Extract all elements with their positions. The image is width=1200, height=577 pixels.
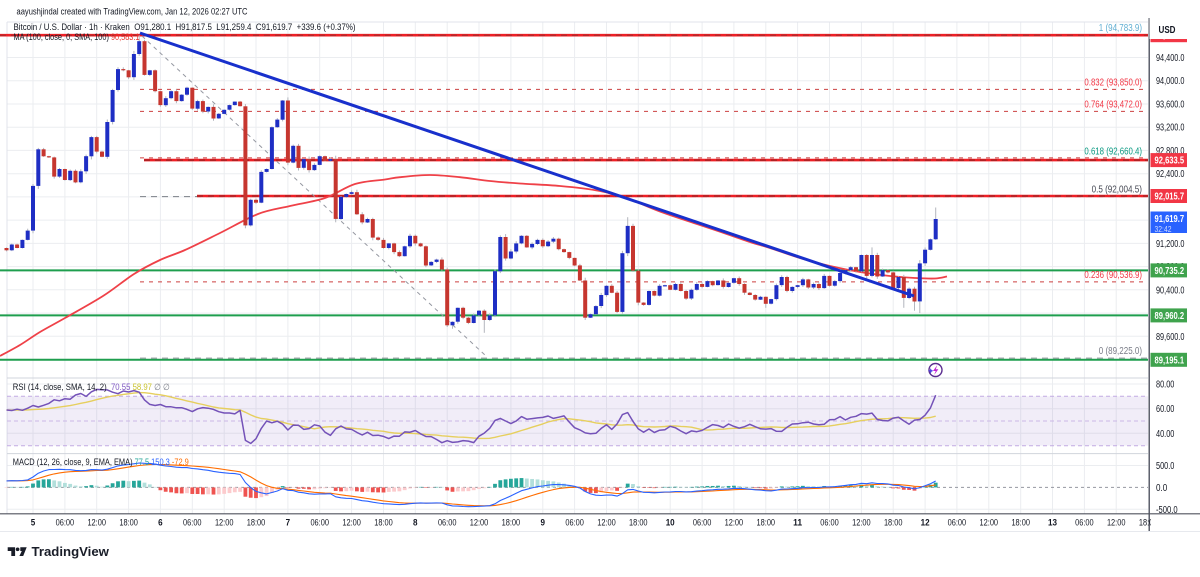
svg-text:93,200.0: 93,200.0 bbox=[1156, 123, 1185, 134]
svg-text:06:00: 06:00 bbox=[948, 518, 967, 529]
svg-text:91,619.7: 91,619.7 bbox=[1155, 214, 1185, 225]
svg-text:12:00: 12:00 bbox=[597, 518, 616, 529]
svg-text:18:00: 18:00 bbox=[1011, 518, 1030, 529]
svg-text:12:00: 12:00 bbox=[342, 518, 361, 529]
svg-text:10: 10 bbox=[666, 518, 675, 529]
svg-text:18:00: 18:00 bbox=[629, 518, 648, 529]
svg-text:Bitcoin / U.S. Dollar · 1h · K: Bitcoin / U.S. Dollar · 1h · Kraken O91,… bbox=[14, 22, 356, 32]
svg-text:18:00: 18:00 bbox=[1139, 518, 1158, 529]
svg-text:11: 11 bbox=[793, 518, 803, 529]
svg-text:12:00: 12:00 bbox=[1107, 518, 1126, 529]
svg-text:18:00: 18:00 bbox=[119, 518, 138, 529]
svg-text:92,400.0: 92,400.0 bbox=[1156, 169, 1185, 180]
svg-text:06:00: 06:00 bbox=[183, 518, 202, 529]
svg-text:89,600.0: 89,600.0 bbox=[1156, 332, 1185, 343]
svg-text:06:00: 06:00 bbox=[820, 518, 839, 529]
svg-text:40.00: 40.00 bbox=[1156, 429, 1175, 440]
svg-text:12:00: 12:00 bbox=[725, 518, 744, 529]
svg-text:9: 9 bbox=[541, 518, 546, 529]
svg-text:80.00: 80.00 bbox=[1156, 380, 1175, 391]
svg-text:8: 8 bbox=[413, 518, 418, 529]
svg-text:12:00: 12:00 bbox=[215, 518, 234, 529]
svg-text:89,960.2: 89,960.2 bbox=[1155, 311, 1185, 322]
svg-text:06:00: 06:00 bbox=[438, 518, 457, 529]
svg-text:06:00: 06:00 bbox=[56, 518, 75, 529]
svg-text:12:00: 12:00 bbox=[470, 518, 489, 529]
svg-text:18:00: 18:00 bbox=[757, 518, 776, 529]
svg-text:18:00: 18:00 bbox=[247, 518, 266, 529]
svg-text:12: 12 bbox=[921, 518, 930, 529]
svg-text:89,195.1: 89,195.1 bbox=[1155, 355, 1185, 366]
svg-text:90,400.0: 90,400.0 bbox=[1156, 285, 1185, 296]
svg-text:0.0: 0.0 bbox=[1156, 483, 1168, 494]
svg-text:94,400.0: 94,400.0 bbox=[1156, 53, 1185, 64]
svg-text:0.5 (92,004.5): 0.5 (92,004.5) bbox=[1092, 184, 1142, 196]
svg-text:92,800.0: 92,800.0 bbox=[1156, 146, 1185, 157]
svg-text:93,600.0: 93,600.0 bbox=[1156, 100, 1185, 111]
svg-text:5: 5 bbox=[31, 518, 36, 529]
svg-text:TradingView: TradingView bbox=[32, 544, 110, 559]
svg-text:92,633.5: 92,633.5 bbox=[1155, 156, 1185, 167]
svg-text:500.0: 500.0 bbox=[1156, 461, 1175, 472]
svg-text:MACD (12, 26, close, 9, EMA, E: MACD (12, 26, close, 9, EMA, EMA) 77.5 1… bbox=[13, 457, 189, 467]
svg-text:RSI (14, close, SMA, 14, 2) 7: RSI (14, close, SMA, 14, 2) 70.55 58.97 … bbox=[13, 382, 170, 392]
svg-text:32:42: 32:42 bbox=[1155, 224, 1172, 234]
svg-text:18:00: 18:00 bbox=[374, 518, 393, 529]
svg-text:0.764 (93,472.0): 0.764 (93,472.0) bbox=[1084, 98, 1142, 110]
svg-text:94,000.0: 94,000.0 bbox=[1156, 76, 1185, 87]
svg-text:18:00: 18:00 bbox=[502, 518, 521, 529]
svg-text:0.832 (93,850.0): 0.832 (93,850.0) bbox=[1084, 76, 1142, 88]
svg-text:06:00: 06:00 bbox=[565, 518, 584, 529]
svg-text:1 (94,783.9): 1 (94,783.9) bbox=[1099, 22, 1142, 34]
svg-text:13: 13 bbox=[1048, 518, 1057, 529]
svg-text:0.618 (92,660.4): 0.618 (92,660.4) bbox=[1084, 146, 1142, 158]
svg-text:18:00: 18:00 bbox=[884, 518, 903, 529]
svg-text:7: 7 bbox=[286, 518, 291, 529]
svg-text:0 (89,225.0): 0 (89,225.0) bbox=[1099, 345, 1142, 357]
svg-text:12:00: 12:00 bbox=[87, 518, 106, 529]
svg-text:06:00: 06:00 bbox=[310, 518, 329, 529]
svg-text:06:00: 06:00 bbox=[693, 518, 712, 529]
svg-text:-500.0: -500.0 bbox=[1156, 505, 1178, 516]
svg-text:60.00: 60.00 bbox=[1156, 404, 1175, 415]
svg-text:90,735.2: 90,735.2 bbox=[1155, 266, 1185, 277]
svg-text:06:00: 06:00 bbox=[1075, 518, 1094, 529]
svg-text:USD: USD bbox=[1159, 24, 1176, 36]
svg-text:0.236 (90,536.9): 0.236 (90,536.9) bbox=[1084, 269, 1142, 281]
svg-text:aayushjindal created with Trad: aayushjindal created with TradingView.co… bbox=[17, 7, 248, 17]
svg-text:6: 6 bbox=[158, 518, 163, 529]
svg-text:12:00: 12:00 bbox=[852, 518, 871, 529]
svg-text:MA (100, close, 0, SMA, 100) 9: MA (100, close, 0, SMA, 100) 90,583.1 bbox=[14, 32, 140, 42]
svg-text:92,015.7: 92,015.7 bbox=[1155, 192, 1185, 203]
svg-text:91,200.0: 91,200.0 bbox=[1156, 239, 1185, 250]
svg-text:12:00: 12:00 bbox=[980, 518, 999, 529]
